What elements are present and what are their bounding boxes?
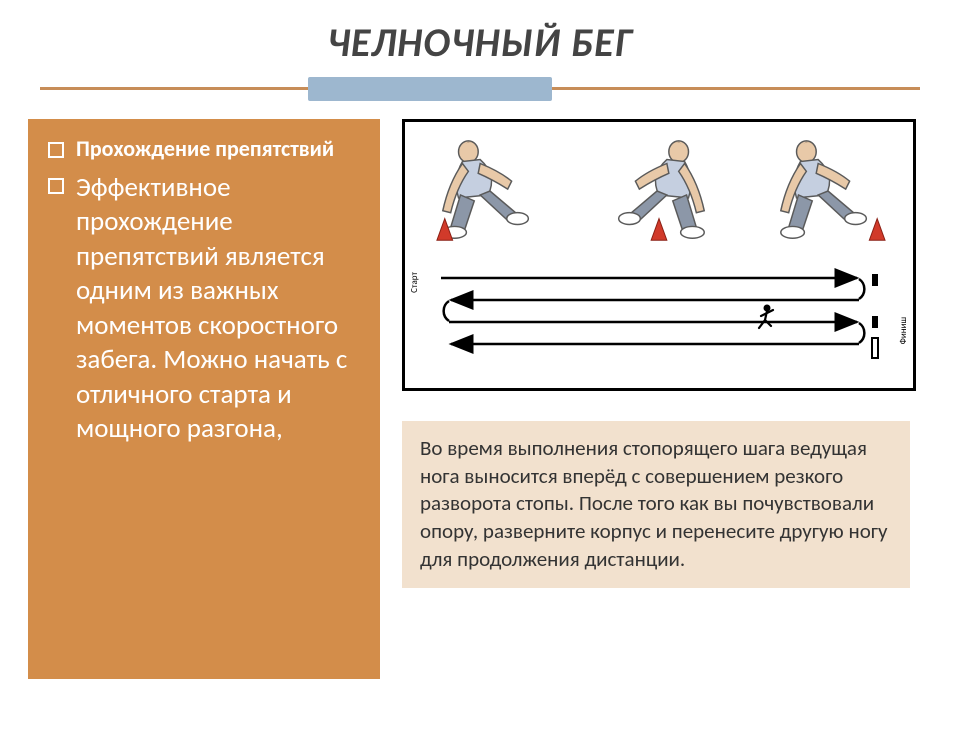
divider	[0, 77, 960, 101]
runner-figure-1	[420, 134, 560, 252]
runner-figure-3	[758, 134, 898, 252]
caption-box: Во время выполнения стопорящего шага вед…	[402, 421, 910, 588]
content-row: Прохождение препятствий Эффективное прох…	[0, 119, 960, 679]
page-title: ЧЕЛНОЧНЫЙ БЕГ	[0, 18, 960, 67]
left-body-text: Эффективное прохождение препятствий явля…	[76, 171, 360, 447]
divider-accent-bar	[308, 77, 552, 101]
runners-illustration	[405, 132, 913, 252]
finish-label: Финиш	[898, 317, 909, 344]
left-panel: Прохождение препятствий Эффективное прох…	[28, 119, 380, 679]
right-panel: Старт Финиш	[380, 119, 932, 679]
shuttle-run-diagram: Старт Финиш	[402, 119, 916, 391]
left-subtitle: Прохождение препятствий	[76, 135, 334, 163]
bullet-icon	[48, 178, 64, 194]
bullet-icon	[48, 142, 64, 158]
runner-figure-2	[589, 134, 729, 252]
left-subtitle-item: Прохождение препятствий	[48, 135, 360, 163]
left-body-item: Эффективное прохождение препятствий явля…	[48, 171, 360, 447]
track-arrows	[429, 266, 889, 376]
start-label: Старт	[409, 272, 420, 293]
